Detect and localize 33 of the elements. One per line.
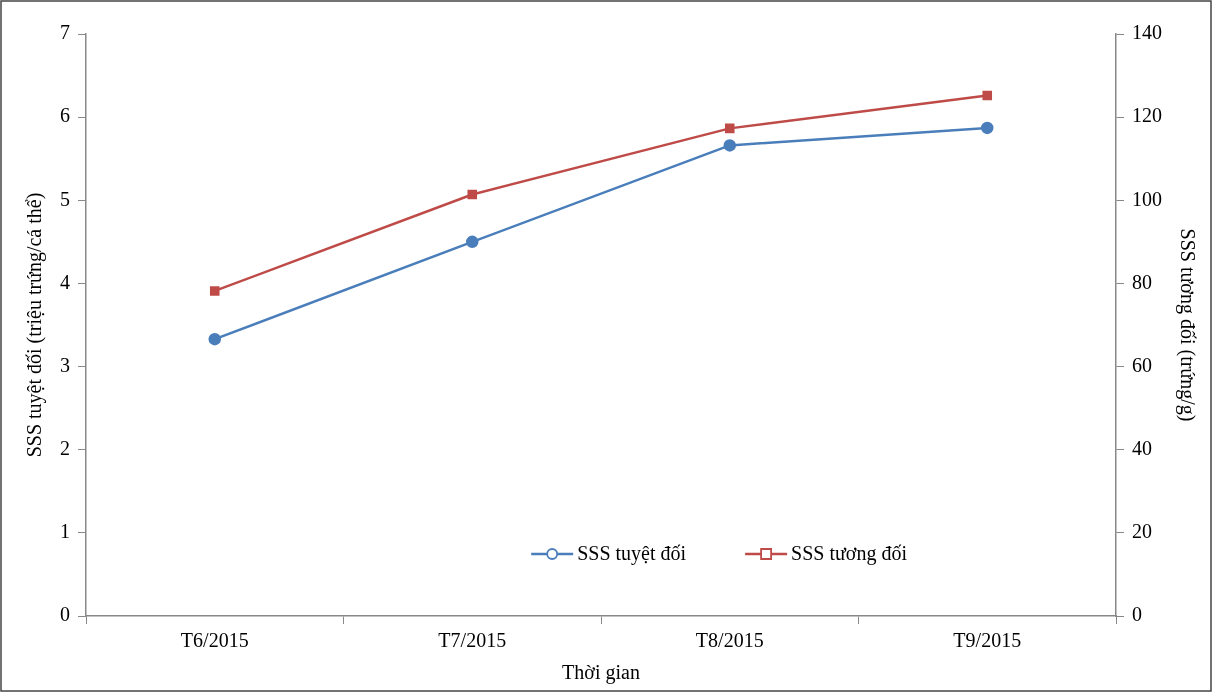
legend-label: SSS tuyệt đối [577,542,687,566]
point [724,123,735,134]
point [208,332,221,346]
y-tick-label: 5 [60,187,70,210]
x-tick-label: T8/2015 [695,629,764,652]
x-tick-label: T9/2015 [953,629,1022,652]
y-tick-label: 3 [60,353,70,376]
y2-tick-label: 140 [1132,21,1162,44]
point [466,235,479,249]
y2-tick-label: 100 [1132,187,1162,210]
y2-axis-title: SSS tương đối (trứng/g) [1175,228,1199,422]
y-tick-label: 4 [60,270,70,293]
point [467,189,478,200]
y-tick-label: 7 [60,21,70,44]
y-axis-title: SSS tuyệt đối (triệu trứng/cá thể) [23,192,47,458]
legend-label: SSS tương đối [791,542,908,566]
y-tick-label: 1 [60,520,70,543]
y-tick-label: 6 [60,104,70,127]
x-tick-label: T7/2015 [438,629,507,652]
y2-tick-label: 0 [1132,603,1142,626]
y2-tick-label: 60 [1132,353,1152,376]
y-tick-label: 0 [60,603,70,626]
y-tick-label: 2 [60,436,70,459]
y2-tick-label: 20 [1132,520,1152,543]
y2-tick-label: 120 [1132,104,1162,127]
x-tick-label: T6/2015 [180,629,249,652]
point [723,139,736,152]
y2-tick-label: 80 [1132,270,1152,293]
x-axis-title: Thời gian [562,661,640,685]
point [981,121,994,135]
y2-tick-label: 40 [1132,436,1152,459]
point [209,286,220,296]
point [982,90,993,101]
